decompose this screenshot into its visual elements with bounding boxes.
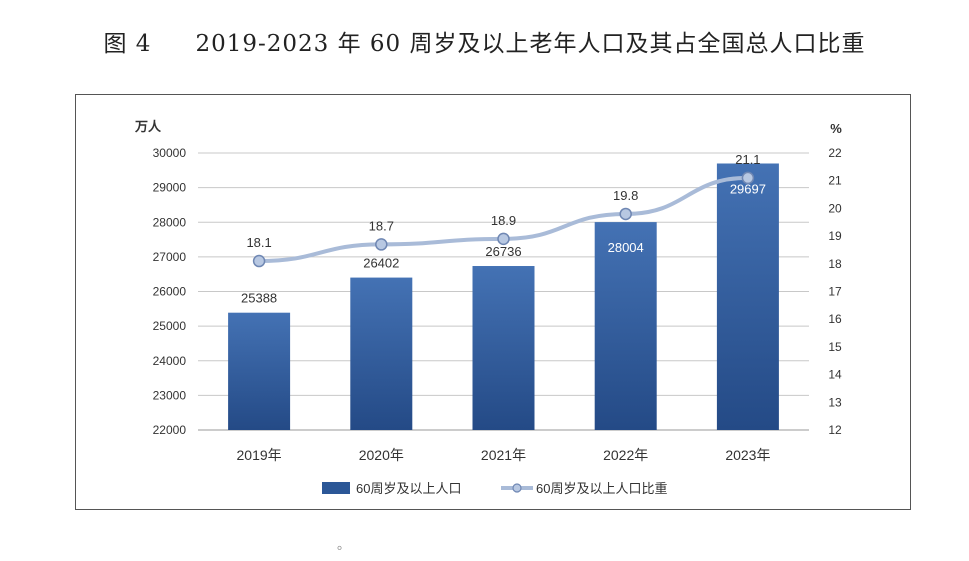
chart-frame: 22000 23000 24000 25000 26000 27000 28000 29000… (75, 94, 911, 510)
y-left-tick-label: 27000 (153, 250, 187, 264)
line-value-label: 18.7 (369, 218, 394, 233)
y-left-tick-label: 29000 (153, 181, 187, 195)
x-tick-label: 2019年 (237, 447, 282, 463)
line-value-label: 18.1 (246, 235, 271, 250)
legend-line-marker (512, 483, 522, 493)
y-left-tick-label: 30000 (153, 146, 187, 160)
figure-number: 图 4 (103, 31, 152, 57)
y-right-unit: % (830, 121, 842, 136)
y-right-tick-label: 15 (828, 340, 842, 354)
line-value-label: 18.9 (491, 213, 516, 228)
bar-value-label: 26402 (363, 256, 399, 271)
y-left-tick-label: 26000 (153, 285, 187, 299)
y-right-tick-label: 17 (828, 285, 842, 299)
line-value-label: 21.1 (735, 152, 760, 167)
y-right-tick-label: 18 (828, 257, 842, 271)
y-left-tick-label: 24000 (153, 354, 187, 368)
x-tick-label: 2022年 (603, 447, 648, 463)
y-left-tick-label: 22000 (153, 423, 187, 437)
y-left-unit: 万人 (134, 119, 162, 134)
y-right-tick-label: 12 (828, 423, 842, 437)
line-value-label: 19.8 (613, 188, 638, 203)
x-tick-label: 2023年 (725, 447, 770, 463)
line-marker (375, 238, 388, 251)
legend-bar-label: 60周岁及以上人口 (356, 481, 461, 496)
bar-value-label: 26736 (485, 244, 521, 259)
combo-chart: 22000 23000 24000 25000 26000 27000 28000 29000… (134, 119, 842, 496)
y-left-tick-label: 23000 (153, 388, 187, 402)
legend-bar-swatch (322, 482, 350, 494)
bar-value-label: 25388 (241, 291, 277, 306)
bar (472, 266, 535, 430)
bar-value-label: 29697 (730, 181, 766, 196)
legend-line-label: 60周岁及以上人口比重 (536, 481, 667, 496)
bar (350, 277, 413, 430)
bar (594, 222, 657, 430)
y-left-tick-label: 28000 (153, 215, 187, 229)
bar (716, 163, 779, 430)
y-right-tick-label: 13 (828, 395, 842, 409)
figure-title-text: 2019-2023 年 60 周岁及以上老年人口及其占全国总人口比重 (195, 31, 866, 57)
y-right-tick-label: 14 (828, 368, 842, 382)
y-right-tick-label: 19 (828, 229, 842, 243)
footer-note: 。 (337, 537, 351, 552)
x-tick-label: 2020年 (359, 447, 404, 463)
line-marker (741, 171, 755, 185)
y-right-tick-label: 20 (828, 201, 842, 215)
line-marker (497, 232, 510, 246)
y-right-tick-label: 21 (828, 174, 842, 188)
y-left-tick-label: 25000 (153, 319, 187, 333)
line-marker (252, 254, 266, 268)
bar (228, 312, 291, 430)
y-right-tick-label: 22 (828, 146, 842, 160)
bar-value-label: 28004 (608, 240, 644, 255)
line-marker (619, 207, 632, 221)
figure-title: 图 4 2019-2023 年 60 周岁及以上老年人口及其占全国总人口比重 (0, 24, 969, 58)
y-right-tick-label: 16 (828, 312, 842, 326)
x-tick-label: 2021年 (481, 447, 526, 463)
